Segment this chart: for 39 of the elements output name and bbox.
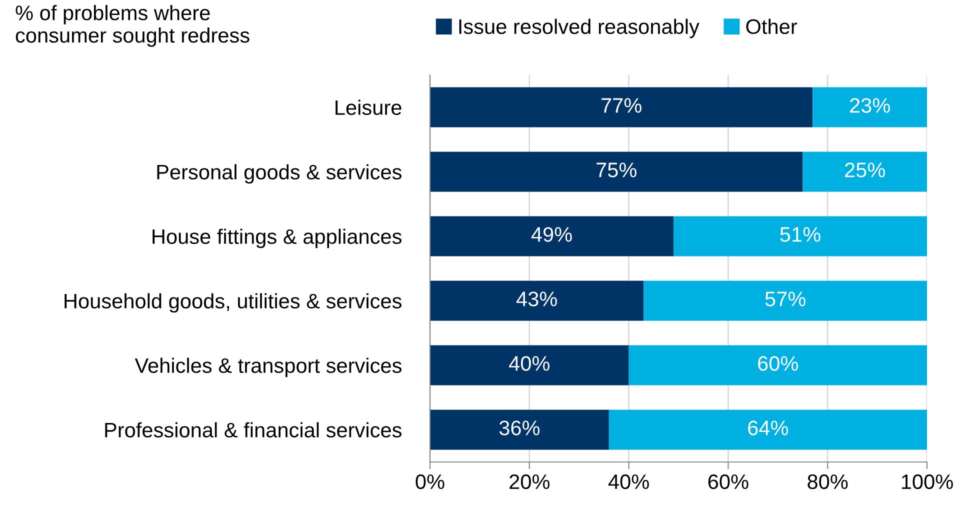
legend-label: Issue resolved reasonably [459,18,700,38]
bar [430,280,644,321]
y-tick-label: Personal goods & services [157,164,402,184]
data-label: 64% [748,420,788,436]
y-tick-label: Household goods, utilities & services [64,293,402,313]
x-tick-label: 60% [708,474,748,490]
data-label: 40% [509,356,550,371]
bar [608,410,927,450]
x-tick-label: 20% [510,474,550,490]
x-tick-label: 0% [416,474,444,490]
data-label: 43% [516,292,557,306]
bar [812,87,927,128]
text: % of problems where consumer sought redress [16,5,250,47]
bar [430,345,629,386]
bar [430,152,803,192]
x-tick-label: 40% [608,474,649,490]
bar [644,280,927,321]
y-tick-label: Professional & financial services [105,422,402,438]
data-label: 49% [531,227,572,242]
bar [628,345,927,386]
x-tick-label: 100% [902,474,953,490]
data-label: 23% [850,98,890,113]
data-label: 57% [765,292,806,306]
data-label: 25% [845,162,885,178]
bar [430,410,609,450]
legend-label: Other [746,18,798,34]
data-label: 75% [596,162,636,178]
bar [430,87,813,128]
y-tick-label: House fittings & appliances [152,228,402,248]
x-tick-label: 80% [808,474,848,490]
bar [802,152,927,192]
data-label: 60% [758,356,798,371]
y-tick-label: Leisure [336,100,402,116]
data-label: 36% [499,420,540,436]
bar [430,216,674,256]
y-tick-label: Vehicles & transport services [134,358,402,378]
data-label: 51% [780,227,820,242]
data-label: 77% [602,98,642,113]
bar [674,216,927,256]
